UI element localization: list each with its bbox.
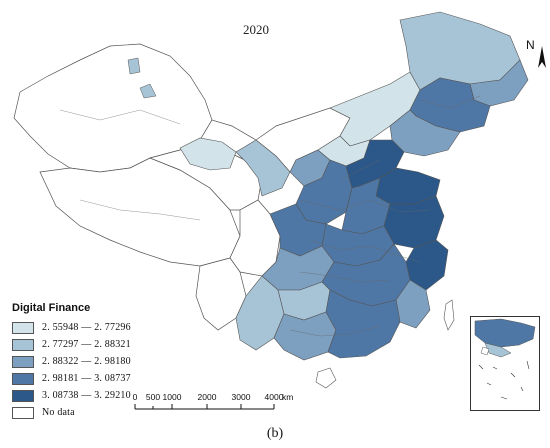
legend-item: 2. 77297 — 2. 88321 [12,336,182,353]
region-north-light [179,137,237,171]
scale-bar: 0 500 1000 2000 3000 4000 km [130,392,330,414]
legend-label: 2. 88322 — 2. 98180 [42,356,131,367]
region-hainan [315,367,337,389]
region-small-lake [127,57,141,75]
scale-tick-label: 1000 [162,392,182,402]
legend-swatch [12,355,34,368]
legend-label: 3. 08738 — 3. 29210 [42,390,131,401]
scale-tick-label: 0 [132,392,138,402]
region-gansu-mid [235,139,291,197]
legend-swatch [12,406,34,419]
scale-tick-label: 2000 [197,392,217,402]
legend-label: 2. 55948 — 2. 77296 [42,322,131,333]
scale-unit: km [282,392,294,402]
figure-caption: (b) [266,426,284,441]
legend-label: No data [42,407,75,418]
legend-swatch [12,372,34,385]
scale-tick-label: 3000 [231,392,251,402]
legend-swatch [12,321,34,334]
legend-swatch [12,338,34,351]
legend-item: 2. 98181 — 3. 08737 [12,370,182,387]
south-china-sea-inset [470,316,540,411]
map-legend: Digital Finance 2. 55948 — 2. 77296 2. 7… [12,302,182,421]
legend-label: 2. 98181 — 3. 08737 [42,373,131,384]
region-taiwan [443,299,455,331]
scale-tick-label: 4000 [264,392,284,402]
legend-label: 2. 77297 — 2. 88321 [42,339,131,350]
legend-item: No data [12,404,182,421]
region-small-west [139,83,157,99]
legend-item: 2. 88322 — 2. 98180 [12,353,182,370]
region-jiangsu-anhui [383,195,445,249]
scale-tick-label: 500 [145,392,161,402]
legend-item: 3. 08738 — 3. 29210 [12,387,182,404]
legend-item: 2. 55948 — 2. 77296 [12,319,182,336]
legend-swatch [12,389,34,402]
north-arrow-icon [538,46,546,68]
scale-bar-line [134,404,275,410]
north-label: N [526,38,535,52]
north-arrow: N [526,38,550,74]
region-guangdong [325,289,401,359]
inset-map [474,318,536,400]
legend-title: Digital Finance [12,302,91,314]
map-year-label: 2020 [243,22,269,37]
